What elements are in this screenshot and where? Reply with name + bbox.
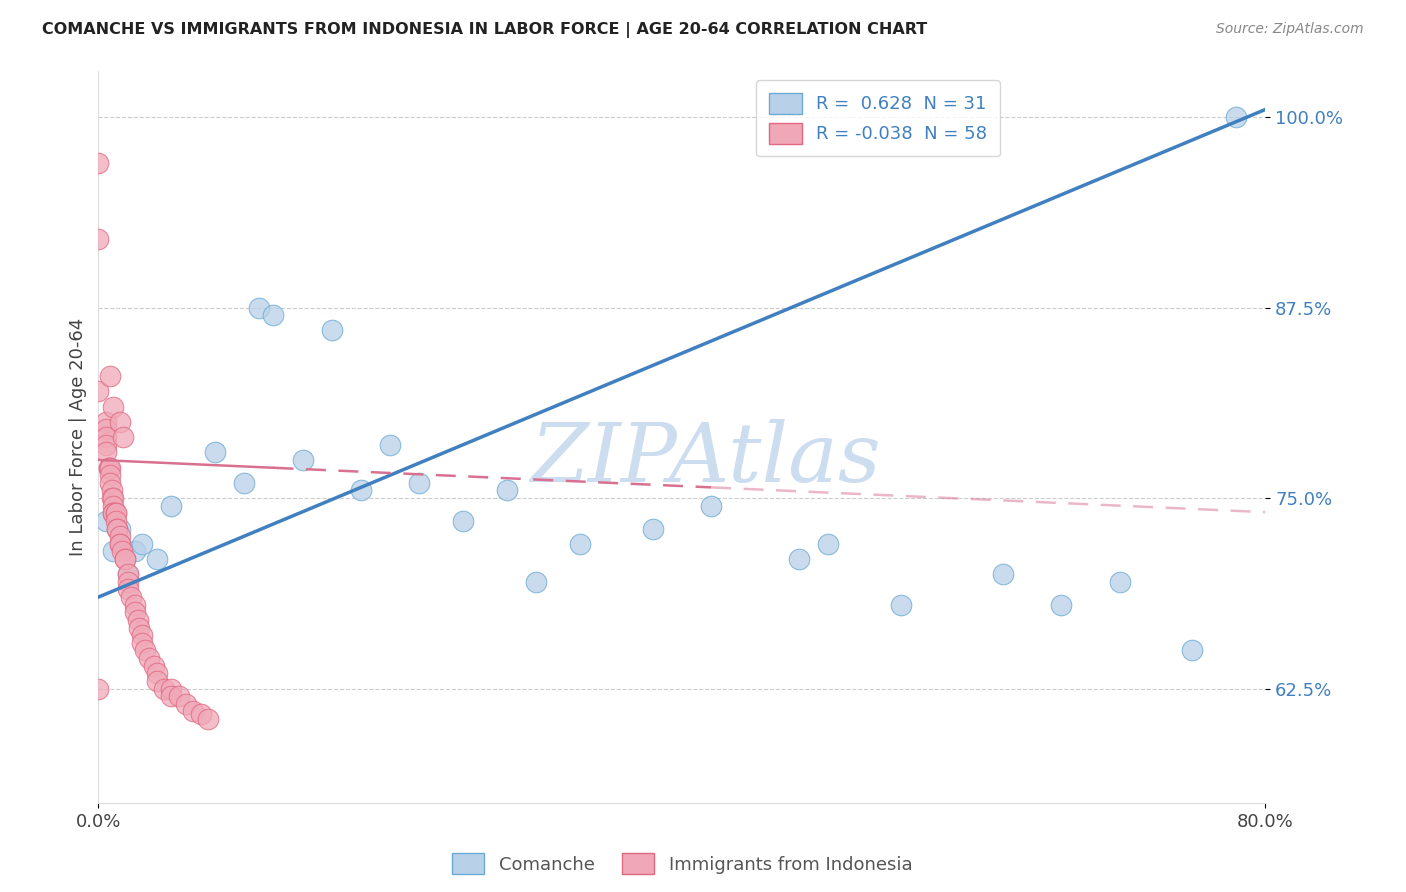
Point xyxy=(111,544,134,558)
Point xyxy=(496,483,519,498)
Point xyxy=(117,567,139,582)
Point xyxy=(98,460,121,475)
Point xyxy=(291,453,314,467)
Point xyxy=(114,552,136,566)
Point xyxy=(124,598,146,612)
Point xyxy=(350,483,373,498)
Point xyxy=(167,689,190,703)
Point xyxy=(87,681,110,696)
Point xyxy=(247,301,270,315)
Point xyxy=(124,544,146,558)
Point xyxy=(233,475,256,490)
Point xyxy=(101,506,124,520)
Point xyxy=(101,499,124,513)
Point xyxy=(408,475,430,490)
Point xyxy=(87,156,110,170)
Point xyxy=(181,705,204,719)
Point xyxy=(1181,643,1204,657)
Point xyxy=(104,506,127,520)
Point xyxy=(131,537,153,551)
Point xyxy=(524,574,547,589)
Point xyxy=(1050,598,1073,612)
Point xyxy=(890,598,912,612)
Point xyxy=(146,552,169,566)
Point xyxy=(94,445,117,459)
Point xyxy=(114,552,136,566)
Point xyxy=(87,384,110,399)
Point xyxy=(1108,574,1130,589)
Point xyxy=(98,475,121,490)
Point xyxy=(160,499,183,513)
Point xyxy=(153,681,176,696)
Text: ZIPAtlas: ZIPAtlas xyxy=(530,419,880,499)
Point xyxy=(817,537,839,551)
Text: Source: ZipAtlas.com: Source: ZipAtlas.com xyxy=(1216,22,1364,37)
Point xyxy=(174,697,197,711)
Point xyxy=(110,415,132,429)
Point xyxy=(700,499,723,513)
Point xyxy=(110,522,132,536)
Point xyxy=(568,537,591,551)
Point xyxy=(160,681,183,696)
Point xyxy=(94,415,117,429)
Point xyxy=(991,567,1014,582)
Point xyxy=(134,643,156,657)
Point xyxy=(117,582,139,597)
Point xyxy=(127,613,149,627)
Point xyxy=(101,506,124,520)
Text: COMANCHE VS IMMIGRANTS FROM INDONESIA IN LABOR FORCE | AGE 20-64 CORRELATION CHA: COMANCHE VS IMMIGRANTS FROM INDONESIA IN… xyxy=(42,22,928,38)
Point xyxy=(105,522,128,536)
Legend: Comanche, Immigrants from Indonesia: Comanche, Immigrants from Indonesia xyxy=(444,847,920,881)
Point xyxy=(110,537,132,551)
Point xyxy=(110,537,132,551)
Point xyxy=(105,522,128,536)
Point xyxy=(101,400,124,414)
Point xyxy=(101,491,124,505)
Point xyxy=(321,323,343,337)
Point xyxy=(98,369,121,384)
Point xyxy=(641,522,664,536)
Point xyxy=(104,506,127,520)
Point xyxy=(204,445,226,459)
Point xyxy=(110,529,132,543)
Y-axis label: In Labor Force | Age 20-64: In Labor Force | Age 20-64 xyxy=(69,318,87,557)
Point xyxy=(451,514,474,528)
Point xyxy=(262,308,284,322)
Point xyxy=(117,567,139,582)
Point xyxy=(94,438,117,452)
Point xyxy=(124,605,146,619)
Point xyxy=(142,658,165,673)
Point xyxy=(94,430,117,444)
Point xyxy=(131,628,153,642)
Point xyxy=(380,438,402,452)
Point xyxy=(94,422,117,436)
Point xyxy=(1225,110,1247,124)
Point xyxy=(100,483,122,498)
Point xyxy=(197,712,219,726)
Point xyxy=(160,689,183,703)
Point xyxy=(101,544,124,558)
Point xyxy=(120,590,142,604)
Point xyxy=(138,651,160,665)
Point xyxy=(146,673,169,688)
Point xyxy=(104,514,127,528)
Point xyxy=(787,552,810,566)
Point xyxy=(190,707,212,722)
Point xyxy=(97,460,120,475)
Point xyxy=(94,514,117,528)
Point xyxy=(97,460,120,475)
Point xyxy=(112,430,135,444)
Point xyxy=(100,491,122,505)
Point xyxy=(128,621,150,635)
Point xyxy=(87,232,110,246)
Point xyxy=(98,468,121,483)
Point xyxy=(131,636,153,650)
Point xyxy=(117,574,139,589)
Point xyxy=(146,666,169,681)
